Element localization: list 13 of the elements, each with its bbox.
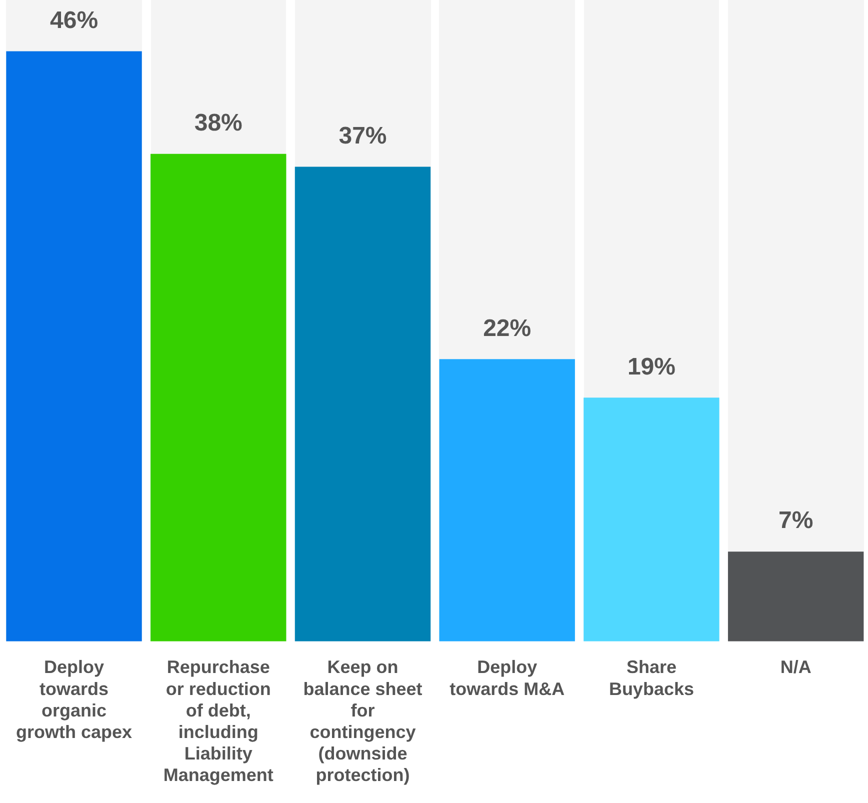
x-tick-label: Deploy towards organic growth capex xyxy=(16,657,132,742)
data-label: 38% xyxy=(194,110,242,137)
x-tick-label: Deploy towards M&A xyxy=(450,657,565,699)
x-tick-label: N/A xyxy=(780,657,812,678)
x-tick-label: Repurchase or reduction of debt, including Liability Management xyxy=(163,657,274,786)
data-label: 22% xyxy=(483,314,532,342)
data-label: 46% xyxy=(50,6,98,34)
x-tick-label: Keep on balance sheet for contingency (downside protection) xyxy=(303,657,422,786)
data-label: 37% xyxy=(338,122,387,150)
data-label: 19% xyxy=(627,353,676,380)
data-label: 7% xyxy=(778,507,814,534)
bar xyxy=(728,552,864,642)
x-tick-label: Share Buybacks xyxy=(608,657,694,699)
